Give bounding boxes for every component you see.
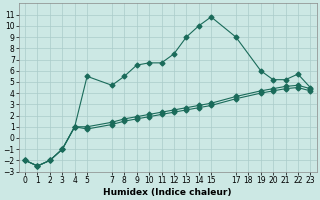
X-axis label: Humidex (Indice chaleur): Humidex (Indice chaleur) xyxy=(103,188,232,197)
